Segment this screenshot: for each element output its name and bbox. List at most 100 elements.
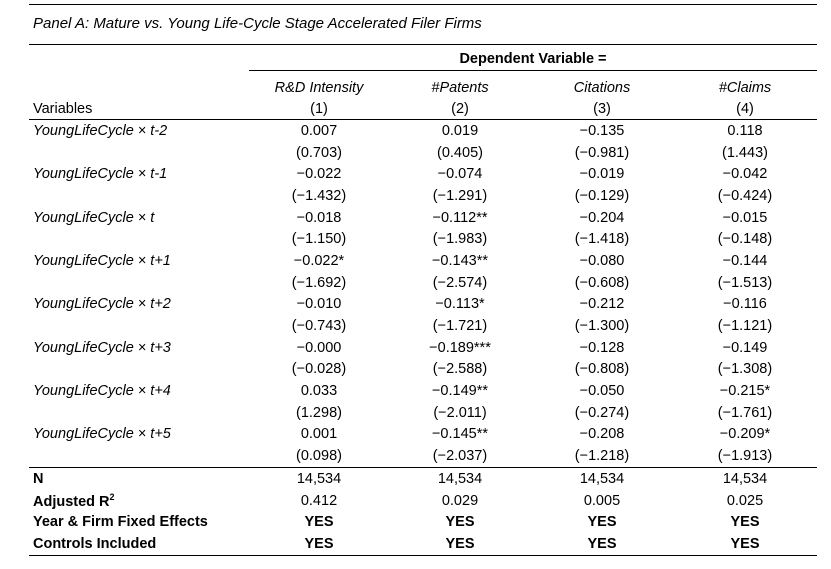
variable-label: YoungLifeCycle × t+2 [33,296,171,313]
tstat-row: (−1.432) (−1.291) (−0.129) (−0.424) [29,185,817,207]
coefficient-cell: −0.149 [722,339,768,356]
coefficient-row: YoungLifeCycle × t-1 −0.022 −0.074 −0.019 −0… [29,163,817,185]
coefficient-cell: −0.149** [431,383,489,400]
coefficient-row: YoungLifeCycle × t+1 −0.022* −0.143** −0.08… [29,250,817,272]
coefficient-cell: 0.001 [300,426,338,443]
column-name-rd-intensity: R&D Intensity [274,79,364,96]
variable-label: YoungLifeCycle × t+5 [33,426,171,443]
coefficient-cell: 0.033 [300,383,338,400]
tstat-cell: (−1.513) [717,274,773,291]
stat-value: YES [531,533,673,556]
regression-table: Dependent Variable = R&D Intensity #Pate… [29,48,817,556]
stat-row-controls: Controls Included YES YES YES YES [29,533,817,556]
coefficient-row: YoungLifeCycle × t −0.018 −0.112** −0.204 −0… [29,207,817,229]
stat-row-fixed-effects: Year & Firm Fixed Effects YES YES YES YE… [29,511,817,533]
coefficient-cell: 0.118 [727,122,763,139]
coefficient-cell: −0.042 [722,166,768,183]
tstat-cell: (−0.274) [574,404,630,421]
coefficient-cell: −0.208 [579,426,625,443]
tstat-cell: (−0.129) [574,187,630,204]
tstat-cell: (0.098) [296,448,342,465]
column-numbers-row: Variables (1) (2) (3) (4) [29,98,817,120]
stat-value: 0.029 [441,492,479,509]
tstat-cell: (−0.148) [717,231,773,248]
r2-superscript: 2 [109,491,115,502]
top-rule [29,4,817,5]
coefficient-cell: −0.010 [296,296,342,313]
variables-label: Variables [29,98,249,120]
coefficient-cell: −0.204 [579,209,625,226]
stat-value: YES [673,533,817,556]
tstat-cell: (−0.608) [574,274,630,291]
tstat-cell: (−1.418) [574,231,630,248]
variable-label: YoungLifeCycle × t-1 [33,166,168,183]
stat-value: YES [587,514,617,531]
tstat-cell: (−2.588) [432,361,488,378]
stat-label-fixed-effects: Year & Firm Fixed Effects [33,514,208,531]
stat-value: 0.025 [726,492,764,509]
stat-label-n: N [29,466,249,490]
stat-label-adjusted-r2: Adjusted R2 [29,490,249,512]
tstat-cell: (0.703) [296,144,342,161]
coefficient-cell: −0.212 [579,296,625,313]
panel-caption: Panel A: Mature vs. Young Life-Cycle Sta… [33,15,482,32]
tstat-cell: (−0.808) [574,361,630,378]
coefficient-cell: −0.215* [719,383,771,400]
coefficient-cell: −0.145** [431,426,489,443]
coefficient-cell: −0.209* [719,426,771,443]
tstat-cell: (−1.913) [717,448,773,465]
stat-value: 0.412 [300,492,338,509]
tstat-cell: (−1.692) [291,274,347,291]
tstat-cell: (1.298) [296,404,342,421]
tstat-row: (0.098) (−2.037) (−1.218) (−1.913) [29,445,817,467]
tstat-row: (0.703) (0.405) (−0.981) (1.443) [29,142,817,164]
coefficient-cell: −0.022 [296,166,342,183]
coefficient-cell: −0.019 [579,166,625,183]
summary-stats: N 14,534 14,534 14,534 14,534 Adjusted R… [29,466,817,556]
variable-label: YoungLifeCycle × t+4 [33,383,171,400]
coefficient-cell: −0.135 [579,122,625,139]
caption-rule [29,44,817,45]
column-number-1: (1) [249,98,389,120]
coefficient-cell: −0.143** [431,252,489,269]
coefficient-cell: −0.189*** [429,339,491,356]
coefficient-cell: −0.080 [579,252,625,269]
coefficient-row: YoungLifeCycle × t+3 −0.000 −0.189*** −0.12… [29,337,817,359]
column-name-patents: #Patents [431,79,489,96]
tstat-cell: (−1.291) [432,187,488,204]
tstat-cell: (−2.574) [432,274,488,291]
tstat-row: (−1.692) (−2.574) (−0.608) (−1.513) [29,272,817,294]
dependent-variable-header-row: Dependent Variable = [29,48,817,71]
stat-value: 14,534 [249,466,389,490]
stat-value: YES [389,533,531,556]
variable-label: YoungLifeCycle × t-2 [33,122,168,139]
tstat-cell: (−1.721) [432,318,488,335]
variable-label: YoungLifeCycle × t+1 [33,252,171,269]
stat-value: 14,534 [531,466,673,490]
stat-value: YES [730,514,760,531]
stat-value: YES [249,533,389,556]
tstat-cell: (−1.121) [717,318,773,335]
tstat-row: (1.298) (−2.011) (−0.274) (−1.761) [29,402,817,424]
tstat-cell: (−1.983) [432,231,488,248]
tstat-cell: (−0.743) [291,318,347,335]
tstat-cell: (−1.218) [574,448,630,465]
column-names-row: R&D Intensity #Patents Citations #Claims [29,71,817,99]
dependent-variable-label: Dependent Variable = [249,48,817,71]
column-number-2: (2) [389,98,531,120]
stat-value: YES [445,514,475,531]
coefficient-row: YoungLifeCycle × t+5 0.001 −0.145** −0.208 −… [29,424,817,446]
variable-label: YoungLifeCycle × t [33,209,155,226]
stat-value: 14,534 [389,466,531,490]
coefficient-cell: −0.018 [296,209,342,226]
coefficient-row: YoungLifeCycle × t+2 −0.010 −0.113* −0.212 −… [29,294,817,316]
tstat-cell: (−1.432) [291,187,347,204]
column-number-3: (3) [531,98,673,120]
stat-value: 14,534 [673,466,817,490]
stat-value: YES [304,514,334,531]
tstat-cell: (−1.150) [291,231,347,248]
coefficient-cell: −0.015 [722,209,768,226]
column-number-4: (4) [673,98,817,120]
coefficient-cell: −0.116 [723,296,767,313]
